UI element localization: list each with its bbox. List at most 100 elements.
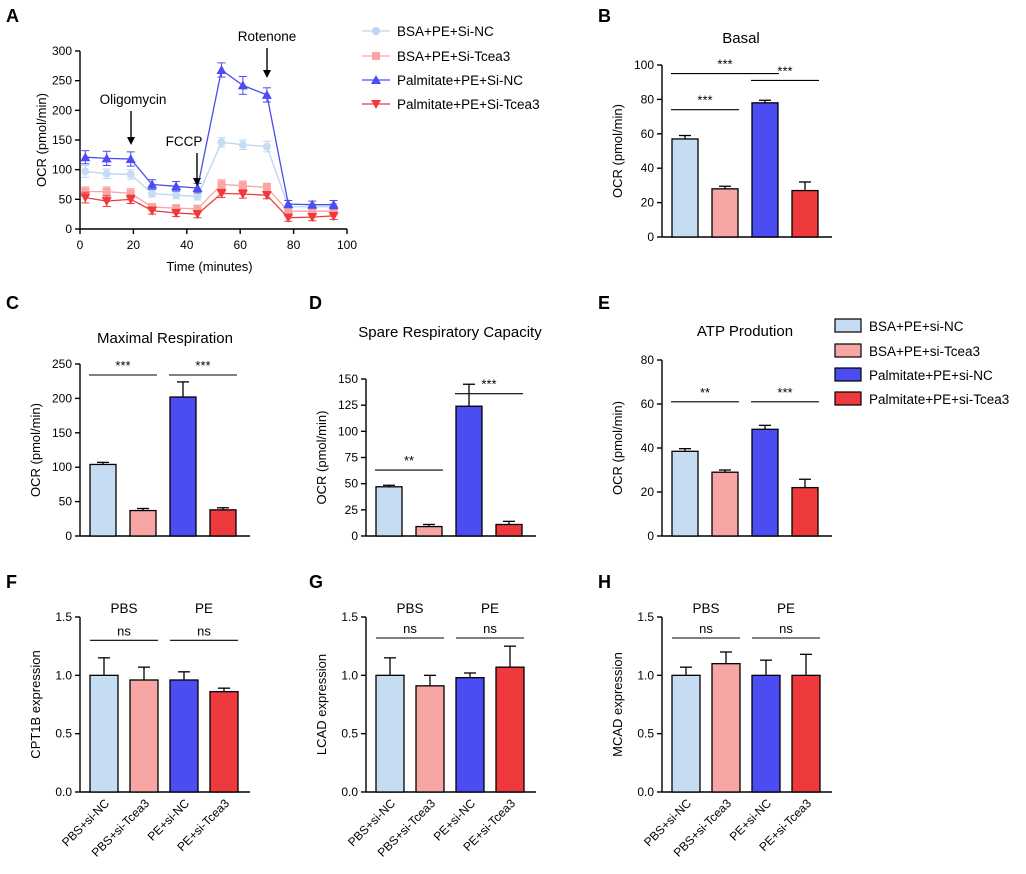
y-axis-label: MCAD expression bbox=[610, 652, 625, 757]
y-tick-label: 40 bbox=[641, 161, 655, 175]
marker-square bbox=[126, 189, 135, 198]
marker-triangle-down bbox=[283, 213, 294, 223]
marker-triangle-down bbox=[216, 189, 227, 199]
legend-a: BSA+PE+Si-NC BSA+PE+Si-Tcea3 Palmitate+PE+… bbox=[362, 24, 540, 112]
marker-triangle-up bbox=[283, 199, 294, 209]
group-label: PE bbox=[195, 601, 213, 616]
panel-letter-d: D bbox=[309, 293, 322, 313]
bar bbox=[169, 396, 197, 537]
marker-triangle-up bbox=[307, 199, 318, 209]
y-tick-label: 50 bbox=[345, 477, 359, 491]
significance-label: ns bbox=[403, 621, 417, 636]
legend-e: BSA+PE+si-NC BSA+PE+si-Tcea3 Palmitate+PE+… bbox=[834, 318, 1009, 407]
legend-label: BSA+PE+si-Tcea3 bbox=[869, 344, 980, 359]
y-tick-label: 1.5 bbox=[637, 610, 654, 624]
significance-label: *** bbox=[115, 358, 130, 373]
significance-label: ns bbox=[197, 623, 211, 638]
significance-label: *** bbox=[697, 93, 712, 108]
y-tick-label: 20 bbox=[641, 485, 655, 499]
y-tick-label: 0.0 bbox=[341, 785, 358, 799]
y-tick-label: 75 bbox=[345, 451, 359, 465]
y-axis-label: OCR (pmol/min) bbox=[28, 403, 43, 497]
arrow-head bbox=[127, 137, 135, 145]
y-tick-label: 250 bbox=[52, 357, 72, 371]
y-tick-label: 1.5 bbox=[341, 610, 358, 624]
y-tick-label: 100 bbox=[52, 460, 72, 474]
marker-triangle-down bbox=[80, 193, 91, 203]
marker-square bbox=[172, 204, 181, 213]
chart-title: Maximal Respiration bbox=[97, 330, 233, 347]
y-axis-label: OCR (pmol/min) bbox=[314, 411, 329, 505]
y-tick-label: 1.0 bbox=[637, 668, 654, 682]
annotation-label: Rotenone bbox=[238, 29, 297, 44]
marker-triangle-down bbox=[192, 210, 203, 220]
bar bbox=[791, 189, 819, 238]
group-label: PE bbox=[481, 601, 499, 616]
chart-title: Basal bbox=[722, 30, 760, 47]
marker-circle bbox=[217, 138, 226, 147]
marker-circle bbox=[102, 169, 111, 178]
significance-label: ns bbox=[779, 621, 793, 636]
bar bbox=[375, 486, 403, 537]
significance-label: ns bbox=[483, 621, 497, 636]
marker-circle bbox=[81, 167, 90, 176]
bar bbox=[495, 666, 525, 793]
marker-triangle-down bbox=[371, 100, 381, 109]
legend-label: Palmitate+PE+si-NC bbox=[869, 368, 993, 383]
series-line bbox=[85, 183, 334, 212]
bar bbox=[129, 679, 159, 793]
bar bbox=[671, 674, 701, 793]
bar bbox=[751, 428, 779, 537]
bar bbox=[791, 486, 819, 537]
x-tick-label: 60 bbox=[234, 238, 248, 252]
bar bbox=[711, 663, 741, 793]
legend-swatch bbox=[834, 367, 862, 382]
bar bbox=[455, 405, 483, 537]
y-tick-label: 1.0 bbox=[55, 668, 72, 682]
y-tick-label: 100 bbox=[52, 163, 72, 177]
marker-triangle-up bbox=[192, 183, 203, 193]
legend-swatch bbox=[834, 343, 862, 358]
y-tick-label: 0 bbox=[351, 529, 358, 543]
marker-square bbox=[238, 181, 247, 190]
y-tick-label: 60 bbox=[641, 397, 655, 411]
marker-square bbox=[193, 204, 202, 213]
marker-triangle-down bbox=[261, 191, 272, 201]
marker-circle bbox=[238, 140, 247, 149]
y-tick-label: 150 bbox=[52, 426, 72, 440]
y-axis-label: OCR (pmol/min) bbox=[610, 401, 625, 495]
panel-letter-g: G bbox=[309, 572, 323, 592]
group-label: PBS bbox=[110, 601, 137, 616]
y-tick-label: 250 bbox=[52, 74, 72, 88]
arrow-head bbox=[193, 178, 201, 186]
chart-title: ATP Prodution bbox=[697, 323, 793, 340]
y-axis-label: OCR (pmol/min) bbox=[610, 104, 625, 198]
significance-label: ns bbox=[117, 623, 131, 638]
group-label: PBS bbox=[692, 601, 719, 616]
marker-triangle-up bbox=[101, 153, 112, 163]
legend-label: Palmitate+PE+Si-NC bbox=[397, 73, 523, 88]
series-line bbox=[85, 192, 334, 219]
legend-swatch bbox=[834, 391, 862, 406]
significance-label: ** bbox=[404, 453, 414, 468]
marker-circle bbox=[172, 191, 181, 200]
bar-chart-d: 0 25 50 75 100 125 150 OCR (pmol/min) Spare Resp… bbox=[314, 324, 542, 543]
bar bbox=[751, 102, 779, 238]
marker-triangle-down bbox=[237, 189, 248, 199]
x-tick-label: 20 bbox=[127, 238, 141, 252]
marker-square bbox=[372, 52, 380, 60]
legend-label: Palmitate+PE+si-Tcea3 bbox=[869, 392, 1009, 407]
marker-square bbox=[329, 207, 338, 216]
panel-letter-f: F bbox=[6, 572, 17, 592]
y-axis-label: OCR (pmol/min) bbox=[34, 93, 49, 187]
marker-circle bbox=[126, 170, 135, 179]
marker-triangle-up bbox=[171, 181, 182, 191]
y-tick-label: 0.0 bbox=[637, 785, 654, 799]
y-tick-label: 0 bbox=[65, 529, 72, 543]
marker-triangle-up bbox=[237, 80, 248, 90]
y-tick-label: 200 bbox=[52, 391, 72, 405]
marker-triangle-down bbox=[147, 206, 158, 216]
marker-circle bbox=[372, 27, 380, 35]
